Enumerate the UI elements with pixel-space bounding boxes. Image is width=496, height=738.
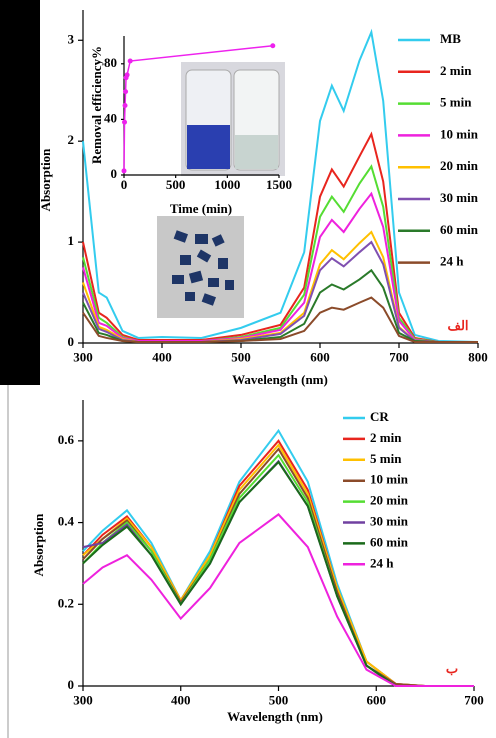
y-tick-label: 40	[104, 110, 117, 125]
chart: 0 500 1000 1500 0 40 80 Time (min) Removal effic…	[89, 36, 292, 216]
y-axis-label: Absorption	[38, 148, 53, 212]
x-tick-label: 300	[73, 692, 93, 707]
legend-label: 10 min	[440, 126, 479, 141]
x-tick-label: 600	[367, 692, 387, 707]
legend-label: 20 min	[440, 158, 479, 173]
y-tick-label: 0	[68, 334, 75, 349]
marker	[122, 103, 128, 108]
marker	[270, 43, 276, 49]
x-axis-label: Wavelength (nm)	[227, 709, 323, 724]
vial-liquid	[187, 125, 230, 169]
chart: 300 400 500 600 700 0 0.2 0.4 0.6 Wavelength (nm)…	[31, 400, 484, 724]
legend-label: 60 min	[440, 222, 479, 237]
marker	[127, 58, 133, 64]
legend-label: 60 min	[370, 534, 409, 549]
series-line	[82, 28, 479, 343]
legend-label: 5 min	[370, 451, 402, 466]
x-tick-label: 800	[468, 349, 488, 364]
particles	[172, 230, 234, 306]
x-tick-label: 600	[310, 349, 330, 364]
y-axis-label: Removal efficiency%	[89, 46, 104, 164]
y-tick-label: 2	[68, 132, 75, 147]
x-tick-label: 500	[269, 692, 289, 707]
y-tick-label: 0.4	[58, 514, 75, 529]
legend-label: 30 min	[440, 190, 479, 205]
x-tick-label: 400	[152, 349, 172, 364]
legend-label: 24 h	[440, 254, 464, 269]
x-tick-label: 0	[121, 177, 128, 192]
y-axis-label: Absorption	[31, 513, 46, 577]
y-tick-label: 0	[68, 677, 75, 692]
black-strip	[0, 0, 40, 385]
series-line	[82, 443, 474, 687]
series-line	[82, 447, 474, 687]
y-tick-label: 0	[111, 166, 118, 181]
marker	[122, 119, 128, 125]
series-line	[82, 439, 474, 687]
series-line	[82, 296, 478, 343]
y-tick-label: 80	[104, 55, 117, 70]
x-axis-label: Time (min)	[170, 201, 232, 216]
panel-label: ب	[446, 661, 458, 676]
x-tick-label: 300	[73, 349, 93, 364]
series-line	[82, 459, 474, 687]
marker	[124, 72, 130, 78]
legend-label: 2 min	[440, 63, 472, 78]
y-tick-label: 0.6	[58, 432, 75, 447]
legend-label: 20 min	[370, 493, 409, 508]
legend-label: 30 min	[370, 513, 409, 528]
marker	[123, 89, 129, 95]
series-line	[82, 268, 478, 343]
x-tick-label: 1500	[266, 177, 292, 192]
x-tick-label: 500	[166, 177, 186, 192]
y-tick-label: 1	[68, 233, 75, 248]
legend-label: 24 h	[370, 555, 394, 570]
vial-liquid	[235, 135, 278, 169]
marker	[121, 168, 127, 174]
series-line	[82, 460, 474, 687]
panel-label: الف	[447, 318, 468, 333]
x-tick-label: 500	[231, 349, 251, 364]
series-line	[82, 428, 474, 687]
series-line	[82, 191, 478, 343]
y-tick-label: 3	[68, 31, 75, 46]
x-tick-label: 1000	[214, 177, 240, 192]
legend-label: 2 min	[370, 430, 402, 445]
x-axis-label: Wavelength (nm)	[232, 372, 328, 387]
series-line	[82, 131, 478, 343]
legend-label: CR	[370, 409, 389, 424]
x-tick-label: 700	[389, 349, 409, 364]
x-tick-label: 700	[464, 692, 484, 707]
photo-particles	[157, 216, 244, 318]
x-tick-label: 400	[171, 692, 191, 707]
y-tick-label: 0.2	[58, 595, 74, 610]
legend-label: MB	[440, 31, 461, 46]
legend-label: 10 min	[370, 472, 409, 487]
legend-label: 5 min	[440, 95, 472, 110]
series-line	[82, 164, 478, 343]
series-line	[82, 513, 474, 687]
